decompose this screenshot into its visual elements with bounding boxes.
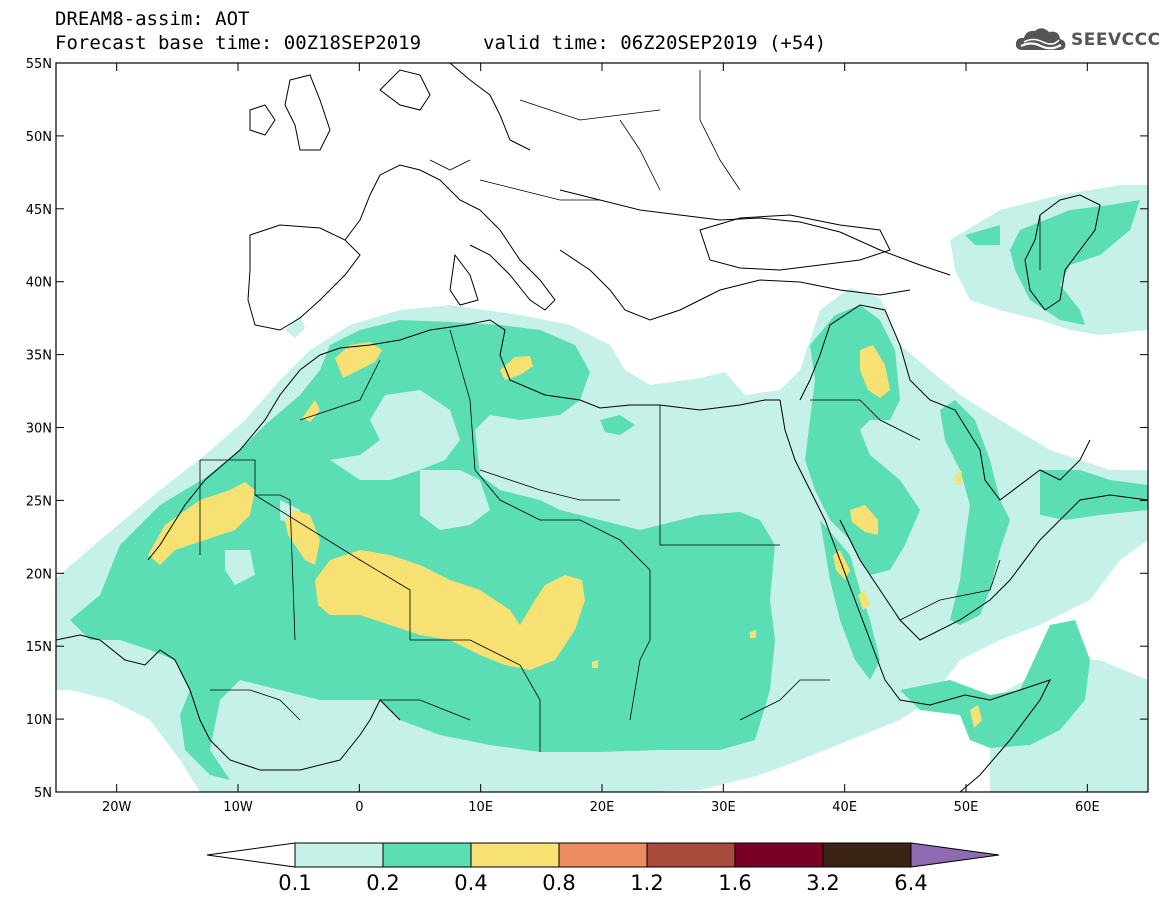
aot-band-0-4	[148, 342, 982, 728]
lat-tick-label: 15N	[26, 640, 52, 655]
colorbar-swatch	[470, 842, 560, 868]
logo-text: SEEVCCC	[1071, 30, 1161, 50]
lat-tick-label: 45N	[26, 203, 52, 218]
colorbar-level-label: 1.2	[630, 871, 663, 895]
lon-tick-label: 50E	[954, 800, 979, 815]
lon-tick-label: 10W	[223, 800, 253, 815]
lon-tick-label: 40E	[832, 800, 857, 815]
lat-tick-label: 20N	[26, 567, 52, 582]
coastlines	[56, 63, 1148, 792]
forecast-base-time: Forecast base time: 00Z18SEP2019	[55, 32, 422, 54]
borders	[199, 70, 1041, 752]
lat-tick-label: 40N	[26, 276, 52, 291]
aot-field	[56, 63, 1148, 792]
colorbar-level-label: 6.4	[894, 871, 927, 895]
cloud-icon	[1015, 28, 1066, 50]
seevccc-logo: SEEVCCC	[1015, 25, 1161, 55]
lon-tick-label: 10E	[468, 800, 493, 815]
aot-band-0-2	[70, 200, 1148, 780]
lat-tick-label: 50N	[26, 130, 52, 145]
lon-tick-label: 0	[355, 800, 363, 815]
colorbar-swatch	[822, 842, 912, 868]
lon-tick-label: 30E	[711, 800, 736, 815]
latitude-axis: 55N 50N 45N 40N 35N 30N 25N 20N 15N 10N 5N	[26, 57, 1148, 801]
colorbar: 0.1 0.2 0.4 0.8 1.2 1.6 3.2 6.4	[206, 842, 1000, 895]
colorbar-over-arrow	[910, 842, 1000, 868]
map-title: DREAM8-assim: AOT	[55, 8, 250, 30]
colorbar-level-label: 0.8	[542, 871, 575, 895]
colorbar-level-label: 0.1	[278, 871, 311, 895]
lat-tick-label: 30N	[26, 422, 52, 437]
colorbar-under-arrow	[206, 842, 296, 868]
colorbar-swatch	[294, 842, 384, 868]
lat-tick-label: 55N	[26, 57, 52, 72]
lon-tick-label: 60E	[1075, 800, 1100, 815]
colorbar-swatch	[382, 842, 472, 868]
colorbar-level-label: 1.6	[718, 871, 751, 895]
colorbar-level-label: 3.2	[806, 871, 839, 895]
lat-tick-label: 5N	[34, 786, 52, 801]
colorbar-swatch	[646, 842, 736, 868]
longitude-axis: 20W 10W 0 10E 20E 30E 40E 50E 60E	[102, 63, 1100, 815]
lat-tick-label: 10N	[26, 713, 52, 728]
colorbar-swatch	[734, 842, 824, 868]
colorbar-level-label: 0.2	[366, 871, 399, 895]
colorbar-level-label: 0.4	[454, 871, 487, 895]
valid-time: valid time: 06Z20SEP2019 (+54)	[483, 32, 827, 54]
lat-tick-label: 25N	[26, 494, 52, 509]
lat-tick-label: 35N	[26, 349, 52, 364]
lon-tick-label: 20W	[102, 800, 132, 815]
colorbar-swatch	[558, 842, 648, 868]
lon-tick-label: 20E	[590, 800, 615, 815]
